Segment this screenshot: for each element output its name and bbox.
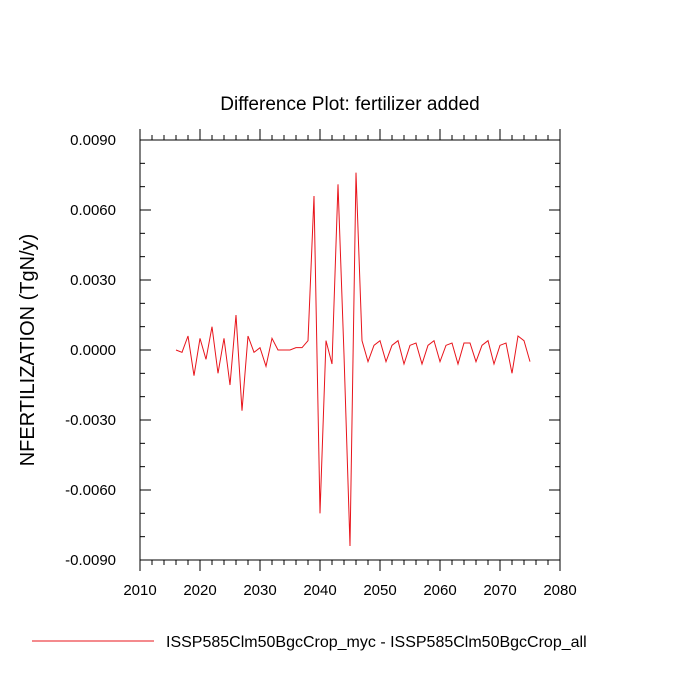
y-tick-label: -0.0030 bbox=[65, 412, 116, 429]
axis-ticks bbox=[139, 129, 561, 571]
y-tick-label: 0.0000 bbox=[70, 342, 116, 359]
x-tick-label: 2010 bbox=[123, 582, 156, 599]
x-tick-label: 2050 bbox=[363, 582, 396, 599]
y-tick-labels: 0.0090 0.0060 0.0030 0.0000 -0.0030 -0.0060 -0… bbox=[65, 132, 116, 569]
legend: ISSP585Clm50BgcCrop_myc - ISSP585Clm50Bg… bbox=[32, 634, 587, 651]
y-tick-label: 0.0030 bbox=[70, 272, 116, 289]
y-tick-label: 0.0060 bbox=[70, 202, 116, 219]
y-tick-label: 0.0090 bbox=[70, 132, 116, 149]
x-tick-label: 2030 bbox=[243, 582, 276, 599]
chart-title: Difference Plot: fertilizer added bbox=[220, 94, 479, 115]
legend-label: ISSP585Clm50BgcCrop_myc - ISSP585Clm50Bg… bbox=[166, 634, 587, 651]
x-tick-label: 2020 bbox=[183, 582, 216, 599]
x-tick-labels: 2010 2020 2030 2040 2050 2060 2070 2080 bbox=[123, 582, 576, 599]
x-tick-label: 2080 bbox=[543, 582, 576, 599]
x-tick-label: 2060 bbox=[423, 582, 456, 599]
y-tick-label: -0.0060 bbox=[65, 482, 116, 499]
x-tick-label: 2070 bbox=[483, 582, 516, 599]
series-line bbox=[175, 172, 531, 547]
x-tick-label: 2040 bbox=[303, 582, 336, 599]
series-group bbox=[175, 172, 531, 547]
y-tick-label: -0.0090 bbox=[65, 552, 116, 569]
y-axis-label: NFERTILIZATION (TgN/y) bbox=[17, 234, 39, 467]
